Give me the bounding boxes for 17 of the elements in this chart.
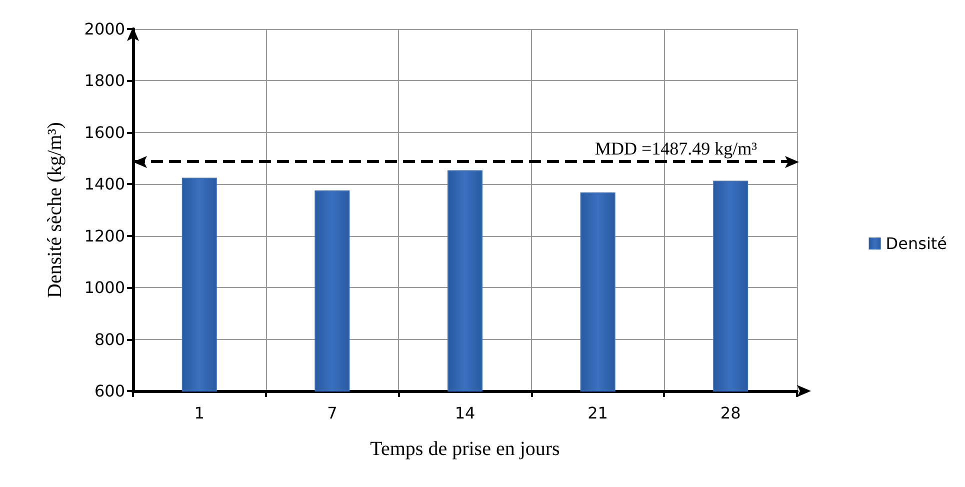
x-tick-label: 7 [327,404,338,422]
x-tick-label: 14 [454,404,476,422]
y-tick-label: 600 [94,382,125,400]
ref-line-label: MDD =1487.49 kg/m³ [594,138,758,159]
y-tick-label: 1400 [84,174,125,194]
x-axis-title: Temps de prise en jours [370,438,560,460]
x-tick-label: 21 [588,404,608,422]
x-tick-label: 1 [194,404,204,422]
y-tick-label: 1800 [84,71,125,90]
y-tick-label: 2000 [84,20,125,38]
y-tick-label: 1000 [84,278,125,298]
y-axis-title: Densité sèche (kg/m³) [44,122,66,298]
x-tick-label: 28 [720,404,741,422]
legend-label: Densité [886,234,947,253]
y-tick-label: 800 [94,330,125,349]
y-tick-label: 1600 [84,122,125,142]
y-tick-label: 1200 [84,226,125,246]
